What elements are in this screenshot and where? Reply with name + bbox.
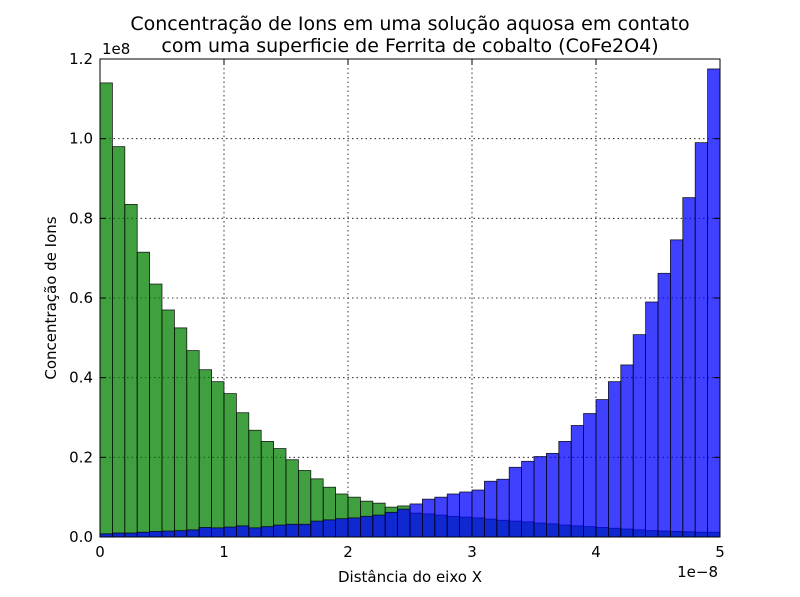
bar-series-1-bin-4 xyxy=(149,531,163,538)
bar-series-1-bin-7 xyxy=(186,529,200,538)
bar-series-1-bin-1 xyxy=(112,532,126,538)
y-tick-label-3: 0.6 xyxy=(69,289,93,307)
bar-series-1-bin-40 xyxy=(595,399,609,538)
x-offset-label: 1e−8 xyxy=(677,563,718,581)
bar-series-1-bin-21 xyxy=(359,515,374,538)
bar-series-0-bin-12 xyxy=(248,429,262,538)
bar-series-1-bin-32 xyxy=(496,478,510,538)
bar-series-1-bin-3 xyxy=(136,531,150,538)
bar-series-1-bin-2 xyxy=(124,532,138,538)
bar-series-1-bin-15 xyxy=(285,523,299,538)
bar-series-0-bin-14 xyxy=(273,448,287,538)
bar-series-0-bin-2 xyxy=(124,203,138,538)
bar-series-1-bin-34 xyxy=(521,460,535,538)
bar-series-0-bin-9 xyxy=(211,381,225,538)
y-tick-label-4: 0.8 xyxy=(69,209,93,227)
bar-series-1-bin-33 xyxy=(508,466,523,538)
bar-series-0-bin-13 xyxy=(260,440,275,538)
bar-series-1-bin-20 xyxy=(347,517,361,538)
bar-series-0-bin-5 xyxy=(161,309,175,538)
bar-series-1-bin-6 xyxy=(173,530,188,538)
bar-series-1-bin-41 xyxy=(608,381,622,538)
bar-series-0-bin-1 xyxy=(112,146,126,538)
bar-series-1-bin-19 xyxy=(335,518,349,538)
bar-series-1-bin-36 xyxy=(546,452,560,538)
y-tick-label-0: 0.0 xyxy=(69,528,93,546)
bar-series-1-bin-48 xyxy=(694,142,709,538)
bar-series-1-bin-47 xyxy=(682,197,696,538)
bar-series-0-bin-0 xyxy=(99,82,113,538)
bar-series-1-bin-46 xyxy=(670,239,684,538)
x-tick-label-2: 2 xyxy=(343,543,353,561)
bar-series-1-bin-43 xyxy=(632,334,647,538)
y-tick-label-5: 1.0 xyxy=(69,130,93,148)
bar-series-1-bin-28 xyxy=(446,493,461,538)
bar-series-0-bin-8 xyxy=(198,369,212,538)
grid-lines xyxy=(100,59,720,537)
y-offset-label: 1e8 xyxy=(102,40,130,58)
bar-series-0-bin-7 xyxy=(186,350,200,538)
bar-series-1-bin-11 xyxy=(235,525,250,538)
bar-series-1-bin-42 xyxy=(620,364,634,538)
bar-series-1-bin-31 xyxy=(483,480,498,538)
bar-series-1-bin-44 xyxy=(645,301,659,538)
x-tick-label-3: 3 xyxy=(467,543,477,561)
y-tick-label-2: 0.4 xyxy=(69,369,93,387)
bar-series-1-bin-24 xyxy=(397,508,411,538)
bar-series-1-bin-9 xyxy=(211,527,225,538)
x-axis-label: Distância do eixo X xyxy=(338,568,482,586)
bar-series-1-bin-17 xyxy=(310,520,324,538)
x-tick-label-1: 1 xyxy=(219,543,229,561)
x-tick-label-4: 4 xyxy=(591,543,601,561)
bar-series-1-bin-8 xyxy=(198,527,212,538)
bar-series-1-bin-23 xyxy=(384,511,399,538)
x-tick-label-5: 5 xyxy=(715,543,725,561)
bar-series-0-bin-11 xyxy=(235,412,250,538)
bar-series-1-bin-12 xyxy=(248,527,262,538)
bar-series-1-bin-30 xyxy=(471,489,485,538)
axis-ticks: 0 1 2 3 4 5 0.0 0.2 0.4 0.6 0.8 1.0 1.2 xyxy=(69,50,725,561)
bar-series-1-bin-14 xyxy=(273,524,287,538)
bar-series-1-bin-29 xyxy=(459,491,473,538)
bar-series-1-bin-25 xyxy=(409,503,423,538)
bar-series-1-bin-39 xyxy=(583,413,597,538)
bar-series-1-bin-45 xyxy=(657,272,671,538)
bar-series-1-bin-5 xyxy=(161,530,175,538)
y-axis-label: Concentração de Ions xyxy=(42,216,60,379)
bar-series-1-bin-37 xyxy=(558,440,572,538)
y-tick-label-6: 1.2 xyxy=(69,50,93,68)
bar-series-1-bin-26 xyxy=(421,498,436,538)
bar-series-1-bin-13 xyxy=(260,526,275,538)
bar-series-0-bin-10 xyxy=(223,393,237,538)
bar-series-1-bin-35 xyxy=(533,456,547,538)
chart-title-line-2: com uma superficie de Ferrita de cobalto… xyxy=(161,35,658,57)
bar-series-0-bin-3 xyxy=(136,251,150,538)
bar-series-1-bin-22 xyxy=(372,514,386,538)
bar-series-1-bin-16 xyxy=(297,523,312,538)
bar-series-0-bin-4 xyxy=(149,283,163,538)
bar-series-1-bin-27 xyxy=(434,496,448,538)
x-tick-label-0: 0 xyxy=(95,543,105,561)
bars xyxy=(99,68,721,538)
bar-series-1-bin-38 xyxy=(570,425,585,538)
bar-series-0-bin-6 xyxy=(173,327,188,538)
bar-series-1-bin-18 xyxy=(322,519,337,538)
chart-title-line-1: Concentração de Ions em uma solução aquo… xyxy=(130,13,689,35)
bar-series-1-bin-10 xyxy=(223,526,237,538)
y-tick-label-1: 0.2 xyxy=(69,448,93,466)
